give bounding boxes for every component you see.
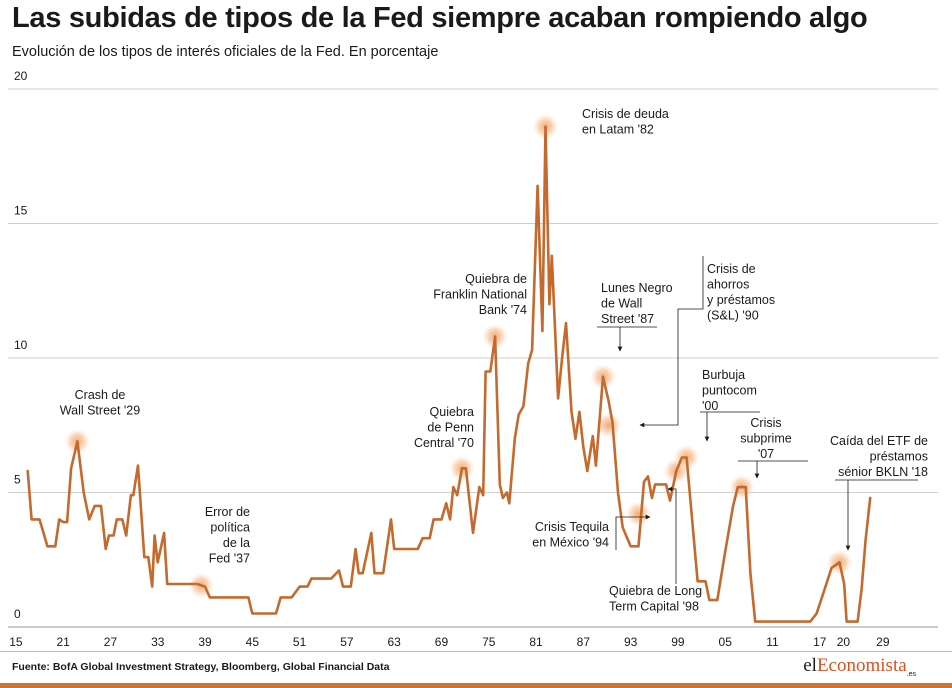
annotation-latam-82: Crisis de deuda en Latam '82 <box>582 107 669 137</box>
annotation-penn-70: Quiebra de Penn Central '70 <box>414 405 474 450</box>
leader-line-sl-90 <box>639 256 704 428</box>
x-tick-label-75: 75 <box>482 635 496 649</box>
annotation-line: Crisis <box>750 416 781 430</box>
annotation-franklin-74: Quiebra de Franklin National Bank '74 <box>433 272 527 317</box>
annotation-line: política <box>210 521 250 535</box>
y-tick-label-10: 10 <box>14 338 28 352</box>
x-tick-label-05: 05 <box>719 635 733 649</box>
annotation-line: Crisis de deuda <box>582 107 669 121</box>
leader-line-tequila-94 <box>615 514 651 550</box>
annotation-line: Wall Street '29 <box>60 404 140 418</box>
x-tick-label-20: 20 <box>837 635 851 649</box>
annotation-line: puntocom <box>702 384 757 398</box>
annotation-line: ahorros <box>707 278 749 292</box>
series-layer <box>26 125 872 623</box>
chart-title: Las subidas de tipos de la Fed siempre a… <box>12 2 868 34</box>
annotation-line: Caída del ETF de <box>830 434 928 448</box>
annotation-line: de Penn <box>427 421 474 435</box>
brand-logo-el: el <box>803 655 817 676</box>
annotation-line: (S&L) '90 <box>707 309 759 323</box>
source-note: Fuente: BofA Global Investment Strategy,… <box>12 661 390 673</box>
annotation-line: Term Capital '98 <box>609 600 699 614</box>
grid-layer <box>8 88 938 628</box>
x-tick-label-27: 27 <box>104 635 118 649</box>
bottom-accent-bar <box>0 683 952 688</box>
x-tick-label-21: 21 <box>56 635 70 649</box>
leader-line-ltcm-98 <box>667 486 677 584</box>
annotation-puntocom-00: Burbuja puntocom '00 <box>702 368 757 413</box>
series-line-0 <box>26 125 872 623</box>
annotation-line: Lunes Negro <box>601 281 673 295</box>
annotation-sl-90: Crisis de ahorros y préstamos (S&L) '90 <box>707 262 775 323</box>
brand-logo: elEconomista.es <box>803 655 916 678</box>
x-tick-label-63: 63 <box>388 635 402 649</box>
annotation-line: '00 <box>702 399 718 413</box>
y-tick-label-5: 5 <box>14 473 21 487</box>
highlight-layer <box>64 113 853 599</box>
annotation-tequila-94: Crisis Tequila en México '94 <box>532 520 609 550</box>
annotation-wall-street-29: Crash de Wall Street '29 <box>60 388 140 418</box>
x-tick-label-81: 81 <box>529 635 543 649</box>
event-highlight-sl-90 <box>595 412 622 439</box>
annotation-line: Quiebra <box>430 405 475 419</box>
annotation-line: de Wall <box>601 297 642 311</box>
annotation-line: Crisis Tequila <box>535 520 609 534</box>
annotation-line: en México '94 <box>532 536 609 550</box>
annotation-subprime-07: Crisis subprime '07 <box>740 416 791 461</box>
annotation-line: subprime <box>740 432 791 446</box>
x-tick-label-69: 69 <box>435 635 449 649</box>
chart-subtitle: Evolución de los tipos de interés oficia… <box>12 44 439 60</box>
x-tick-label-33: 33 <box>151 635 165 649</box>
leader-line-subprime-07 <box>738 460 808 479</box>
x-tick-label-99: 99 <box>671 635 685 649</box>
leader-line-lunes-negro-87 <box>597 326 657 352</box>
x-tick-label-45: 45 <box>246 635 260 649</box>
x-tick-label-51: 51 <box>293 635 307 649</box>
event-highlight-tequila-94 <box>625 501 652 528</box>
x-tick-label-93: 93 <box>624 635 638 649</box>
annotation-fed-37: Error de política de la Fed '37 <box>205 505 250 566</box>
annotation-line: y préstamos <box>707 293 775 307</box>
annotation-line: Quiebra de <box>465 272 527 286</box>
x-tick-label-39: 39 <box>198 635 212 649</box>
annotation-line: Bank '74 <box>479 303 527 317</box>
annotation-line: Quiebra de Long <box>609 584 702 598</box>
brand-logo-accent: Economista <box>816 655 907 676</box>
annotation-line: en Latam '82 <box>582 123 654 137</box>
annotation-line: Error de <box>205 505 250 519</box>
annotation-ltcm-98: Quiebra de Long Term Capital '98 <box>609 584 702 614</box>
x-tick-label-17: 17 <box>813 635 827 649</box>
x-tick-label-15: 15 <box>9 635 23 649</box>
annotation-line: de la <box>223 536 250 550</box>
brand-logo-suffix: .es <box>906 670 916 678</box>
annotation-line: Franklin National <box>433 288 527 302</box>
annotation-line: préstamos <box>870 450 928 464</box>
annotation-line: Central '70 <box>414 436 474 450</box>
x-tick-label-57: 57 <box>340 635 354 649</box>
x-tick-label-11: 11 <box>766 635 779 649</box>
annotation-line: Fed '37 <box>209 552 250 566</box>
y-tick-label-20: 20 <box>14 69 28 83</box>
y-tick-label-0: 0 <box>14 607 21 621</box>
annotation-line: '07 <box>758 447 774 461</box>
footer-divider <box>0 651 952 652</box>
annotation-line: sénior BKLN '18 <box>838 465 928 479</box>
annotation-line: Street '87 <box>601 312 654 326</box>
leader-line-puntocom-00 <box>700 411 760 442</box>
annotation-lunes-negro-87: Lunes Negro de Wall Street '87 <box>601 281 673 326</box>
annotation-line: Crash de <box>75 388 126 402</box>
annotation-line: Crisis de <box>707 262 756 276</box>
x-tick-label-29: 29 <box>876 635 890 649</box>
annotation-line: Burbuja <box>702 368 745 382</box>
annotation-bkln-18: Caída del ETF de préstamos sénior BKLN '18 <box>830 434 928 479</box>
y-tick-label-15: 15 <box>14 204 28 218</box>
leader-line-bkln-18 <box>835 479 918 551</box>
x-tick-label-87: 87 <box>577 635 591 649</box>
